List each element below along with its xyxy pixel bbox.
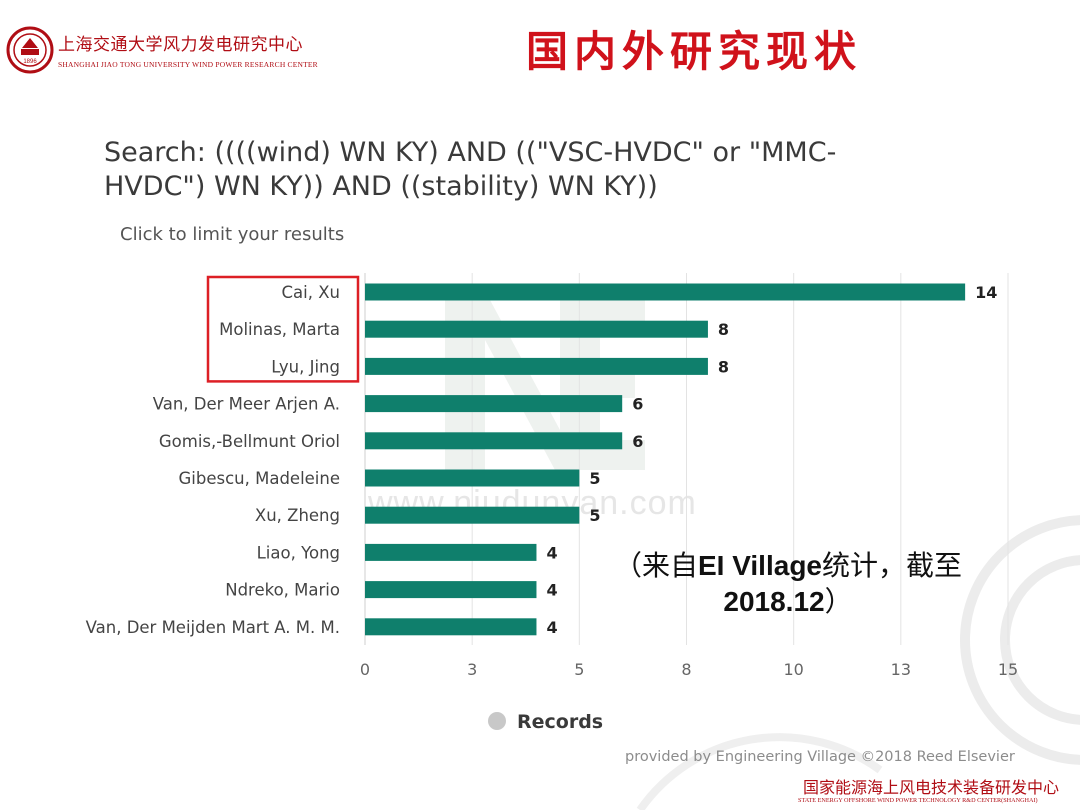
- category-label[interactable]: Liao, Yong: [257, 543, 340, 562]
- bar[interactable]: [365, 357, 708, 375]
- bar[interactable]: [365, 618, 537, 636]
- category-label[interactable]: Molinas, Marta: [219, 320, 340, 339]
- slide-title: 国内外研究现状: [526, 27, 863, 76]
- search-query-line2: HVDC") WN KY)) AND ((stability) WN KY)): [104, 171, 658, 202]
- value-label: 4: [546, 581, 557, 600]
- note-source: EI Village: [698, 550, 822, 581]
- note-suffix: ）: [824, 585, 853, 618]
- bar[interactable]: [365, 469, 580, 487]
- note-mid: 统计，截至: [822, 549, 963, 582]
- value-label: 8: [718, 320, 729, 339]
- category-label[interactable]: Van, Der Meer Arjen A.: [153, 395, 340, 414]
- search-query-line1: Search: ((((wind) WN KY) AND (("VSC-HVDC…: [104, 137, 837, 168]
- x-tick-label: 13: [891, 660, 911, 679]
- highlight-box: [206, 275, 360, 383]
- value-label: 4: [546, 618, 557, 637]
- x-tick-label: 5: [574, 660, 584, 679]
- category-label[interactable]: Lyu, Jing: [271, 357, 340, 376]
- bar[interactable]: [365, 581, 537, 599]
- bar[interactable]: [365, 320, 708, 338]
- university-name-en: SHANGHAI JIAO TONG UNIVERSITY WIND POWER…: [58, 60, 318, 69]
- value-label: 5: [589, 506, 600, 525]
- x-tick-label: 3: [467, 660, 477, 679]
- university-name-cn: 上海交通大学风力发电研究中心: [58, 35, 303, 55]
- provided-by: provided by Engineering Village ©2018 Re…: [625, 749, 1015, 765]
- limit-results-hint: Click to limit your results: [120, 224, 345, 245]
- source-note: （来自EI Village统计，截至 2018.12）: [598, 548, 978, 620]
- legend-label: Records: [517, 711, 603, 733]
- category-label[interactable]: Cai, Xu: [282, 283, 340, 302]
- center-name-en: STATE ENERGY OFFSHORE WIND POWER TECHNOL…: [798, 797, 1038, 804]
- value-label: 4: [546, 543, 557, 562]
- category-label[interactable]: Ndreko, Mario: [225, 581, 340, 600]
- x-tick-label: 8: [681, 660, 691, 679]
- category-label[interactable]: Gomis,-Bellmunt Oriol: [159, 432, 340, 451]
- category-label[interactable]: Gibescu, Madeleine: [178, 469, 340, 488]
- value-label: 6: [632, 432, 643, 451]
- note-date: 2018.12: [723, 586, 825, 617]
- category-label[interactable]: Xu, Zheng: [255, 506, 340, 525]
- chart-legend[interactable]: Records: [488, 711, 603, 733]
- center-name-cn: 国家能源海上风电技术装备研发中心: [803, 778, 1060, 797]
- search-query: Search: ((((wind) WN KY) AND (("VSC-HVDC…: [104, 136, 904, 204]
- bar[interactable]: [365, 543, 537, 561]
- note-prefix: （来自: [613, 549, 698, 582]
- category-label[interactable]: Van, Der Meijden Mart A. M. M.: [86, 618, 340, 637]
- bar[interactable]: [365, 506, 580, 524]
- x-tick-label: 10: [783, 660, 803, 679]
- x-tick-label: 0: [360, 660, 370, 679]
- bar[interactable]: [365, 432, 623, 450]
- value-label: 5: [589, 469, 600, 488]
- bar[interactable]: [365, 395, 623, 413]
- bar[interactable]: [365, 283, 966, 301]
- value-label: 8: [718, 357, 729, 376]
- value-label: 6: [632, 395, 643, 414]
- seal-year: 1896: [23, 59, 37, 65]
- university-seal-icon: 1896: [6, 26, 54, 74]
- legend-marker: [488, 712, 506, 730]
- value-label: 14: [975, 283, 997, 302]
- x-tick-label: 15: [998, 660, 1018, 679]
